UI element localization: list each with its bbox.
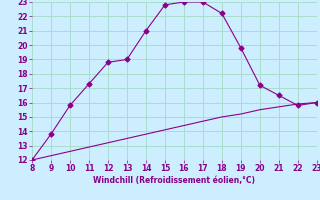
- X-axis label: Windchill (Refroidissement éolien,°C): Windchill (Refroidissement éolien,°C): [93, 176, 255, 185]
